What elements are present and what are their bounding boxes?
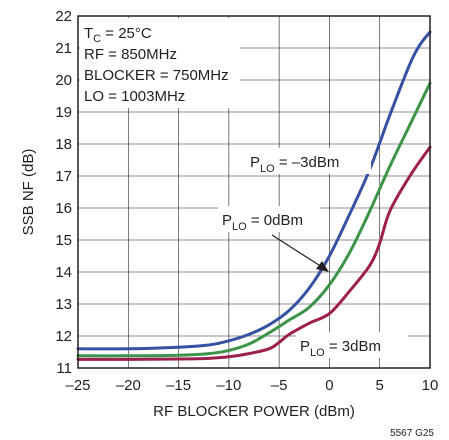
series-label-arrow-head <box>316 261 329 272</box>
rf-condition: RF = 850MHz <box>84 46 177 63</box>
series-label-plo-0dbm: PLO = 0dBm <box>222 212 303 233</box>
y-tick-label: 21 <box>55 40 72 57</box>
x-tick-label: 0 <box>325 377 333 394</box>
curves <box>76 30 432 361</box>
y-tick-label: 15 <box>55 232 72 249</box>
y-tick-label: 17 <box>55 168 72 185</box>
y-tick-label: 20 <box>55 72 72 89</box>
y-tick-label: 18 <box>55 136 72 153</box>
y-tick-label: 11 <box>56 360 72 377</box>
x-tick-label: –15 <box>166 377 191 394</box>
series-line-0 <box>76 30 432 351</box>
x-tick-label: –10 <box>216 377 241 394</box>
y-tick-label: 13 <box>55 296 72 313</box>
x-axis-label: RF BLOCKER POWER (dBm) <box>153 403 355 420</box>
x-tick-label: 10 <box>422 377 439 394</box>
series-line-1 <box>76 81 432 358</box>
x-tick-label: –25 <box>65 377 90 394</box>
series-label-plo-3dbm: PLO = 3dBm <box>300 338 381 359</box>
x-tick-label: –5 <box>271 377 288 394</box>
series-label-bg-m3 <box>246 148 371 174</box>
x-tick-label: –20 <box>116 377 141 394</box>
series-label-bg-3 <box>296 332 408 358</box>
blocker-condition: BLOCKER = 750MHz <box>84 67 229 84</box>
tc-condition: TC = 25°C <box>84 25 152 45</box>
y-tick-label: 14 <box>55 264 72 281</box>
series-label-arrow-line <box>271 234 323 268</box>
y-tick-labels: 11 12 13 14 15 16 17 18 19 20 21 22 <box>55 8 72 377</box>
x-tick-labels: –25 –20 –15 –10 –5 0 5 10 <box>65 377 438 394</box>
lo-condition: LO = 1003MHz <box>84 88 185 105</box>
series-line-2 <box>76 145 432 361</box>
series-label-plo-m3dbm: PLO = –3dBm <box>250 154 339 175</box>
y-tick-label: 22 <box>55 8 72 25</box>
y-tick-label: 19 <box>55 104 72 121</box>
plot-frame <box>77 15 431 369</box>
conditions-box <box>80 18 240 108</box>
x-tick-label: 5 <box>376 377 384 394</box>
series-label-bg-0 <box>218 206 320 232</box>
y-tick-label: 12 <box>55 328 72 345</box>
figure-code: 5567 G25 <box>390 428 434 439</box>
y-axis-label: SSB NF (dB) <box>20 149 37 236</box>
y-tick-label: 16 <box>55 200 72 217</box>
